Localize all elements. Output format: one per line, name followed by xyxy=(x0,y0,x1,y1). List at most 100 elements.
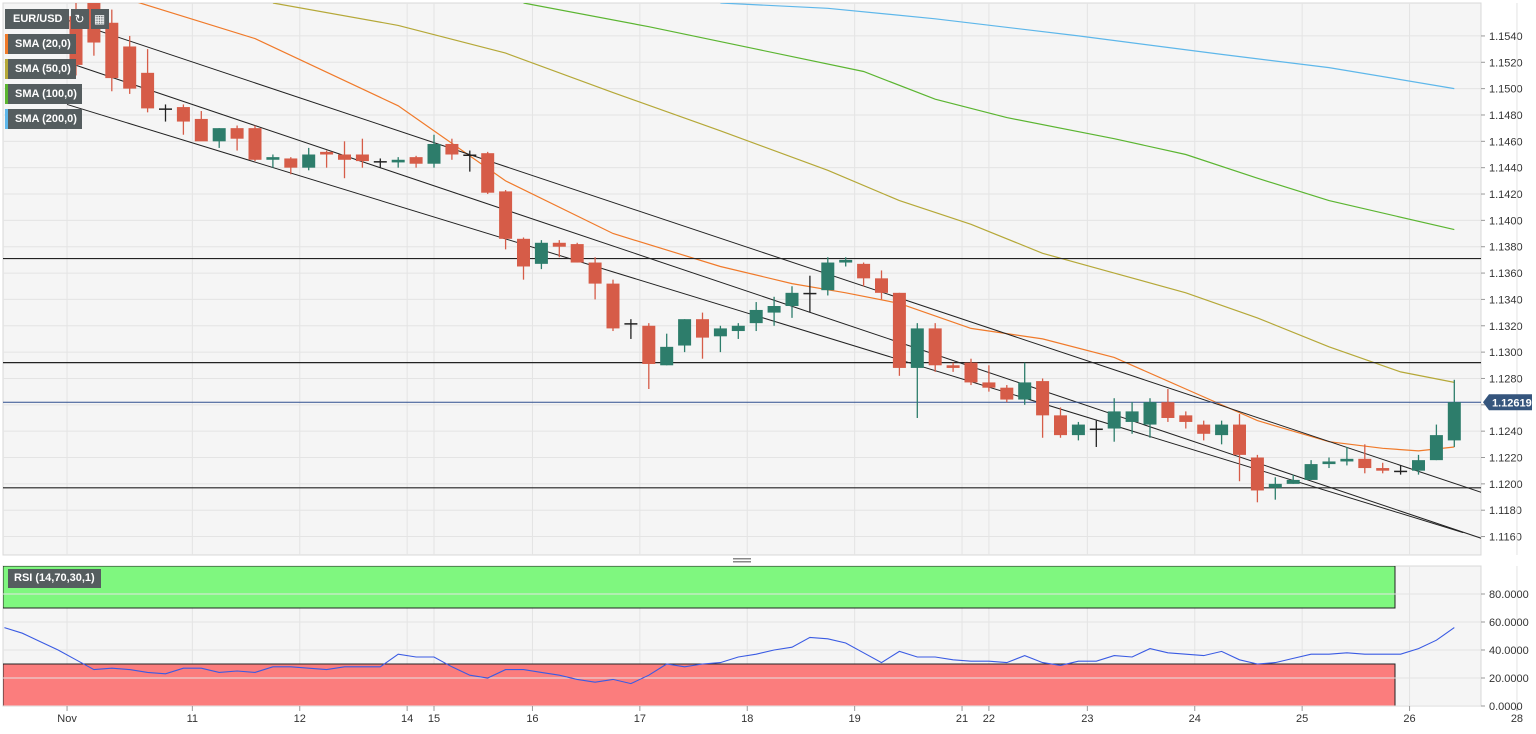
chart-legend: EUR/USD ↻ ▦ SMA (20,0) SMA (50,0) SMA (1… xyxy=(5,8,109,133)
candle-body xyxy=(373,161,387,163)
candle-body xyxy=(1143,402,1157,425)
price-plot xyxy=(3,3,1481,539)
candle-body xyxy=(534,242,548,264)
candle-body xyxy=(1179,415,1193,422)
candle-body xyxy=(749,309,763,324)
candle-body xyxy=(427,143,441,164)
time-tick-label: 19 xyxy=(849,713,861,725)
candle-body xyxy=(785,292,799,307)
price-tick-label: 1.1200 xyxy=(1489,479,1523,491)
time-tick-label: 11 xyxy=(187,713,198,725)
candle-body xyxy=(713,328,727,337)
candle-body xyxy=(1233,424,1246,455)
rsi-plot xyxy=(3,566,1481,706)
candle-body xyxy=(946,365,960,368)
candle-body xyxy=(1215,424,1229,436)
time-tick-label: 21 xyxy=(956,713,968,725)
sma-line-2 xyxy=(523,3,1455,231)
candle-body xyxy=(660,346,674,366)
price-tick-label: 1.1480 xyxy=(1489,110,1523,122)
time-tick-label: 25 xyxy=(1296,713,1308,725)
time-tick-label: Nov xyxy=(57,713,77,725)
candle-body xyxy=(624,323,638,325)
candle-body xyxy=(123,46,137,89)
candle-body xyxy=(731,325,745,332)
candle-body xyxy=(982,382,996,388)
symbol-row: EUR/USD ↻ ▦ xyxy=(5,8,109,30)
candle-body xyxy=(176,107,190,122)
price-tick-label: 1.1500 xyxy=(1489,84,1523,96)
candle-body xyxy=(767,306,781,313)
price-tick-label: 1.1360 xyxy=(1489,268,1523,280)
candle-body xyxy=(212,128,226,142)
legend-sma-50[interactable]: SMA (50,0) xyxy=(5,58,109,80)
rsi-legend-label[interactable]: RSI (14,70,30,1) xyxy=(8,569,101,588)
candle-body xyxy=(481,153,495,193)
legend-sma-100[interactable]: SMA (100,0) xyxy=(5,83,109,105)
candle-body xyxy=(499,191,513,239)
candle-body xyxy=(194,118,208,142)
time-tick-label: 24 xyxy=(1189,713,1201,725)
candle-body xyxy=(391,159,405,163)
candle-body xyxy=(857,263,871,279)
price-tick-label: 1.1520 xyxy=(1489,57,1523,69)
rsi-tick-label: 60.0000 xyxy=(1489,617,1529,629)
time-tick-label: 12 xyxy=(294,713,306,725)
rsi-overbought-zone xyxy=(3,566,1396,609)
candle-body xyxy=(1161,402,1175,418)
legend-sma-20-label: SMA (20,0) xyxy=(5,34,76,54)
candle-body xyxy=(1268,483,1282,488)
legend-sma-50-label: SMA (50,0) xyxy=(5,59,76,79)
price-tick-label: 1.1160 xyxy=(1489,532,1522,544)
rsi-line xyxy=(4,627,1455,685)
trend-channel-line xyxy=(66,61,1481,539)
candle-body xyxy=(570,244,584,263)
trend-channel-line xyxy=(66,103,1464,534)
sma-line-3 xyxy=(720,3,1455,90)
time-tick-label: 14 xyxy=(401,713,413,725)
candle-body xyxy=(517,238,530,267)
current-price-label: 1.12619 xyxy=(1492,397,1532,409)
legend-sma-200[interactable]: SMA (200,0) xyxy=(5,108,109,130)
legend-sma-20[interactable]: SMA (20,0) xyxy=(5,33,109,55)
rsi-tick-label: 0.0000 xyxy=(1489,701,1523,713)
price-tick-label: 1.1180 xyxy=(1489,505,1522,517)
current-price-tag xyxy=(1483,394,1532,411)
sma-line-1 xyxy=(272,3,1455,383)
candle-body xyxy=(1250,457,1264,491)
trend-channel-line xyxy=(66,19,1481,493)
candle-body xyxy=(248,128,262,160)
price-tick-label: 1.1320 xyxy=(1489,321,1523,333)
candle-body xyxy=(928,328,942,366)
candle-body xyxy=(1429,435,1443,461)
candle-body xyxy=(1286,479,1300,484)
candle-body xyxy=(1018,382,1032,400)
price-tick-label: 1.1300 xyxy=(1489,347,1523,359)
rsi-tick-label: 80.0000 xyxy=(1489,589,1529,601)
candle-body xyxy=(892,292,906,368)
candle-body xyxy=(105,22,119,79)
time-tick-label: 17 xyxy=(634,713,646,725)
time-tick-label: 15 xyxy=(428,713,440,725)
refresh-icon[interactable]: ↻ xyxy=(70,9,89,29)
candle-body xyxy=(1125,411,1139,422)
candle-body xyxy=(678,319,692,346)
candle-body xyxy=(355,154,369,162)
candle-body xyxy=(230,128,244,139)
price-tick-label: 1.1240 xyxy=(1489,426,1523,438)
candle-body xyxy=(642,325,656,364)
candle-body xyxy=(409,157,423,164)
price-tick-label: 1.1540 xyxy=(1489,31,1523,43)
candle-body xyxy=(1071,424,1085,436)
candle-body xyxy=(1322,461,1336,465)
calendar-icon[interactable]: ▦ xyxy=(90,9,109,29)
candle-body xyxy=(320,151,334,155)
candle-body xyxy=(284,158,298,168)
price-tick-label: 1.1280 xyxy=(1489,373,1523,385)
time-tick-label: 26 xyxy=(1403,713,1415,725)
candle-body xyxy=(1412,460,1425,471)
candle-body xyxy=(338,154,351,160)
price-tick-label: 1.1220 xyxy=(1489,453,1523,465)
candle-body xyxy=(696,319,709,338)
